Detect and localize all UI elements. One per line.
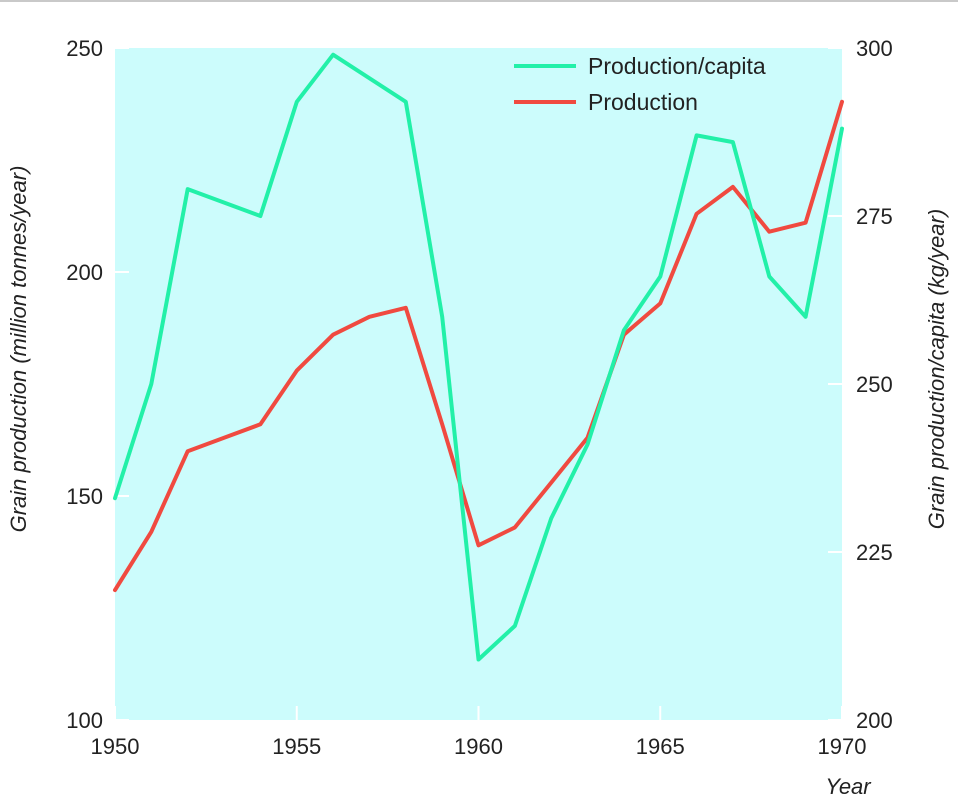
x-tick-label: 1955 (272, 734, 321, 759)
right-y-axis: 200 225 250 275 300 (828, 36, 893, 733)
x-tick-label: 1965 (636, 734, 685, 759)
x-axis: 1950 1955 1960 1965 1970 (91, 706, 867, 759)
plot-area (115, 48, 842, 720)
legend: Production/capita Production (514, 53, 766, 115)
right-tick-label: 250 (856, 372, 893, 397)
x-tick-label: 1950 (91, 734, 140, 759)
legend-label: Production/capita (588, 53, 766, 79)
right-tick-label: 300 (856, 36, 893, 61)
left-tick-label: 200 (66, 260, 103, 285)
left-tick-label: 100 (66, 708, 103, 733)
top-border (0, 0, 958, 2)
left-axis-title: Grain production (million tonnes/year) (6, 166, 31, 533)
x-axis-title: Year (825, 774, 872, 799)
right-axis-title: Grain production/capita (kg/year) (924, 209, 949, 529)
right-tick-label: 275 (856, 204, 893, 229)
right-tick-label: 200 (856, 708, 893, 733)
left-y-axis: 100 150 200 250 (66, 36, 129, 733)
x-tick-label: 1970 (818, 734, 867, 759)
right-tick-label: 225 (856, 540, 893, 565)
x-tick-label: 1960 (454, 734, 503, 759)
legend-label: Production (588, 89, 698, 115)
left-tick-label: 150 (66, 484, 103, 509)
left-tick-label: 250 (66, 36, 103, 61)
series-layer (113, 52, 844, 662)
